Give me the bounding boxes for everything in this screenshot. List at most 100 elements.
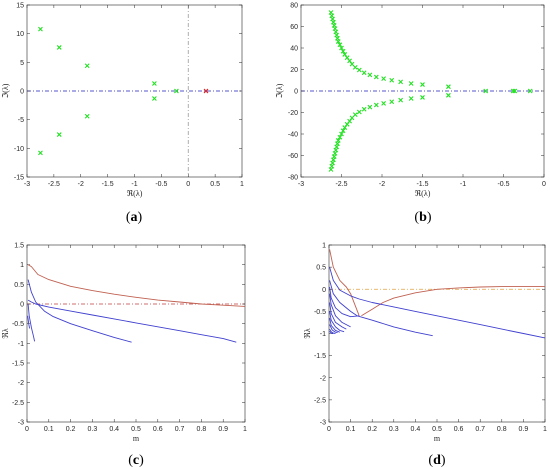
data-point bbox=[339, 45, 344, 51]
data-point-stroke bbox=[56, 45, 62, 50]
data-point-stroke bbox=[352, 64, 358, 70]
chart-panel-c: 0 0.1 0.2 0.3 0.4 0.5 0.6 0.7 0.8 0.9 1 -3 -2.5 -2 -1.… bbox=[1, 243, 247, 467]
panel-label: (d) bbox=[428, 453, 445, 467]
data-point bbox=[340, 128, 346, 134]
data-point bbox=[420, 95, 425, 100]
chart-panel-b: -3 -2.5 -2 -1.5 -1 -0.5 0 -80 -60 -40 -20 0 20 40 60 80… bbox=[275, 3, 546, 226]
data-point-stroke bbox=[339, 45, 344, 51]
x-tick-label: -3 bbox=[24, 181, 30, 188]
chart-panel-a: -3 -2.5 -2 -1.5 -1 -0.5 0 0.5 1 -15 -10 -5 0 5 10 15 ℜ(λ… bbox=[1, 3, 244, 226]
data-point-stroke bbox=[347, 58, 352, 64]
x-tick-label: 0.9 bbox=[218, 426, 228, 433]
data-point bbox=[512, 88, 518, 94]
data-point bbox=[356, 67, 362, 73]
y-tick-label: 0 bbox=[20, 302, 24, 309]
y-tick-label: -5 bbox=[18, 117, 24, 124]
data-point bbox=[335, 39, 341, 44]
data-point bbox=[389, 99, 395, 105]
y-tick-label: 80 bbox=[290, 3, 298, 10]
data-point bbox=[347, 118, 352, 124]
data-point bbox=[527, 88, 533, 94]
y-tick-label: 1 bbox=[20, 262, 24, 269]
x-tick-label: 0.3 bbox=[88, 426, 98, 433]
data-point-stroke bbox=[335, 141, 340, 147]
data-point bbox=[331, 157, 336, 163]
y-tick-label: -1 bbox=[18, 341, 24, 348]
chart-panel-d: 0 0.1 0.2 0.3 0.4 0.5 0.6 0.7 0.8 0.9 1 -3 -2.5 -2 -1.… bbox=[303, 243, 547, 467]
y-tick-label: -0.5 bbox=[314, 309, 326, 316]
y-tick-label: 1.5 bbox=[14, 243, 24, 250]
series-line-10 bbox=[329, 324, 338, 334]
data-point-stroke bbox=[174, 88, 179, 94]
data-point bbox=[361, 70, 367, 76]
y-tick-label: -0.5 bbox=[12, 321, 24, 328]
series-line-9 bbox=[329, 317, 340, 333]
data-point-stroke bbox=[398, 97, 404, 103]
x-tick-label: -2 bbox=[78, 181, 84, 188]
x-tick-label: 0.1 bbox=[346, 426, 356, 433]
y-tick-label: -40 bbox=[288, 132, 298, 139]
x-tick-label: -0.5 bbox=[497, 181, 509, 188]
y-tick-label: 0.5 bbox=[316, 265, 326, 272]
x-tick-label: -1 bbox=[460, 181, 466, 188]
plot-frame bbox=[328, 244, 546, 423]
data-point bbox=[373, 74, 379, 80]
data-point-stroke bbox=[512, 88, 518, 94]
y-tick-label: -2 bbox=[320, 375, 326, 382]
data-point bbox=[151, 81, 157, 86]
x-tick-label: -1.5 bbox=[102, 181, 114, 188]
y-tick-label: 0.5 bbox=[14, 282, 24, 289]
panel-label-letter: a bbox=[131, 210, 138, 225]
data-point-stroke bbox=[389, 99, 395, 105]
x-tick-label: 0.6 bbox=[454, 426, 464, 433]
data-point-stroke bbox=[356, 67, 362, 73]
data-point bbox=[330, 160, 335, 166]
data-point-stroke bbox=[333, 29, 339, 35]
data-point bbox=[373, 102, 379, 108]
data-point bbox=[367, 72, 373, 78]
data-point-stroke bbox=[331, 154, 337, 159]
series-line-5 bbox=[329, 286, 360, 318]
y-tick-label: 0 bbox=[322, 287, 326, 294]
y-tick-label: -1.5 bbox=[12, 361, 24, 368]
y-tick-label: -2.5 bbox=[12, 400, 24, 407]
data-point bbox=[339, 131, 344, 137]
x-tick-label: -0.5 bbox=[155, 181, 167, 188]
x-tick-label: 0.3 bbox=[389, 426, 399, 433]
data-point-stroke bbox=[420, 95, 425, 100]
x-axis-label: ℜ(λ) bbox=[127, 189, 143, 198]
x-tick-label: 0.8 bbox=[197, 426, 207, 433]
data-point bbox=[347, 58, 352, 64]
data-point bbox=[330, 16, 335, 22]
panel-label-letter: b bbox=[419, 210, 427, 225]
data-point-stroke bbox=[446, 92, 451, 98]
x-tick-label: -2.5 bbox=[335, 181, 347, 188]
data-point-stroke bbox=[367, 104, 373, 110]
panel-label-paren: ) bbox=[427, 210, 432, 225]
series-line-1 bbox=[27, 264, 246, 307]
data-point bbox=[329, 163, 335, 169]
data-point bbox=[334, 32, 340, 38]
data-point bbox=[344, 55, 350, 61]
panel-label-paren: ) bbox=[139, 453, 144, 467]
data-point-stroke bbox=[334, 144, 340, 150]
data-point bbox=[483, 88, 489, 94]
data-point bbox=[38, 26, 43, 32]
data-point bbox=[334, 144, 340, 150]
data-point-stroke bbox=[361, 106, 367, 112]
y-tick-label: 10 bbox=[16, 31, 24, 38]
series-line-7 bbox=[329, 302, 347, 330]
data-point-stroke bbox=[332, 26, 338, 32]
data-point-stroke bbox=[356, 109, 362, 115]
data-point bbox=[332, 150, 338, 156]
x-tick-label: 0.6 bbox=[153, 426, 163, 433]
data-point-stroke bbox=[342, 52, 348, 57]
data-point-stroke bbox=[344, 121, 350, 127]
data-point bbox=[361, 106, 367, 112]
data-point bbox=[367, 104, 373, 110]
data-point-stroke bbox=[340, 128, 346, 134]
data-point-stroke bbox=[446, 84, 451, 90]
data-point-stroke bbox=[335, 138, 341, 143]
data-point-stroke bbox=[84, 113, 90, 119]
panel-label: (b) bbox=[414, 210, 431, 225]
